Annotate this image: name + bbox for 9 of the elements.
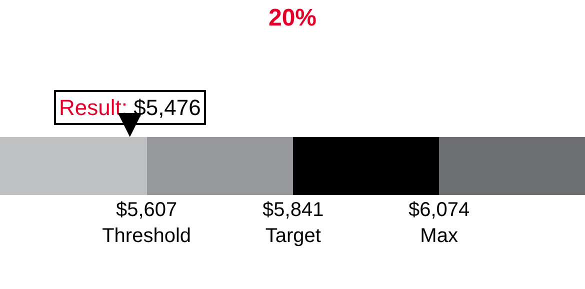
bar [439,137,585,195]
x-tick-label: $5,841 Target [262,199,324,247]
chart-title: 20% [268,4,317,32]
bar [0,137,147,195]
x-tick-label: $5,607 Threshold [102,199,192,247]
x-tick-label: $6,074 Max [408,199,470,247]
annotation: Result: $5,476 [59,95,201,120]
bar [293,137,439,195]
bar [147,137,293,195]
